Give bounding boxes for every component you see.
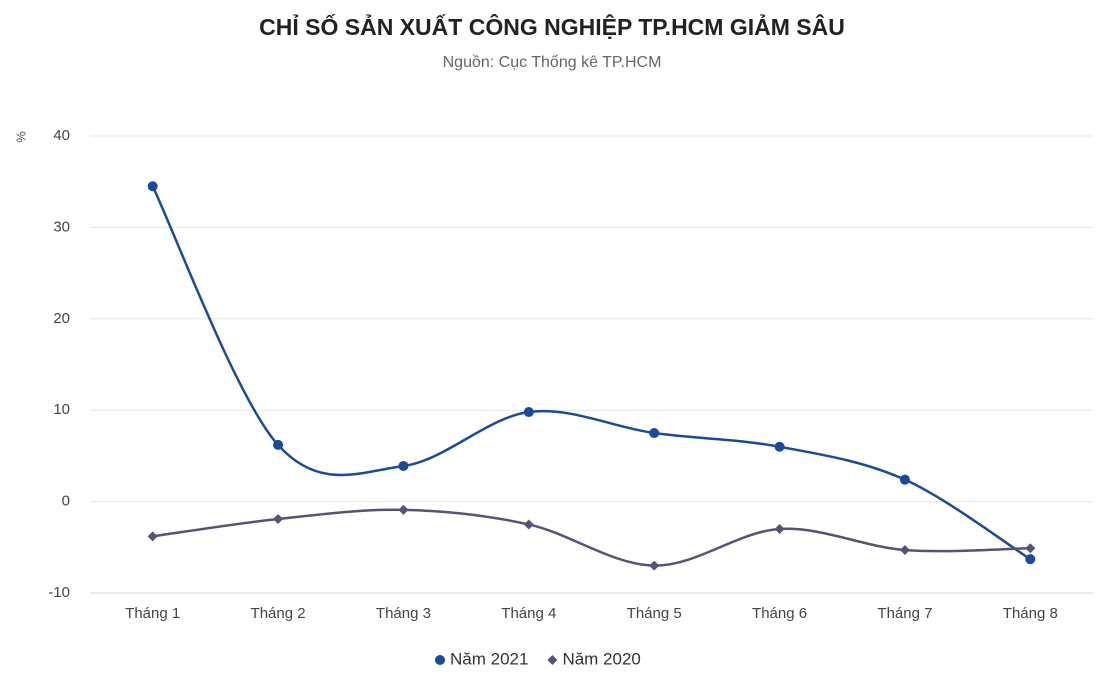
point [1025,554,1036,565]
y-tick-label: 30 [53,218,70,235]
point [649,428,660,439]
x-tick-label: Tháng 8 [1003,605,1058,622]
point [273,439,284,450]
series-line [151,185,1031,561]
y-tick-label: 40 [53,127,70,144]
point [1025,543,1036,554]
point [523,519,534,530]
y-axis-label: % [13,131,28,143]
point [899,474,910,485]
legend-marker [435,655,445,665]
point [774,441,785,452]
legend-marker [547,655,558,665]
point [273,513,284,524]
point [398,460,409,471]
x-tick-label: Tháng 6 [752,605,807,622]
point [523,407,534,418]
chart-title: CHỈ SỐ SẢN XUẤT CÔNG NGHIỆP TP.HCM GIẢM … [259,12,845,40]
legend-label: Năm 2020 [562,649,640,668]
point [774,524,785,535]
x-tick-label: Tháng 2 [251,605,306,622]
y-tick-label: 0 [62,493,70,510]
chart-subtitle: Nguồn: Cục Thống kê TP.HCM [443,54,662,71]
series-line [152,508,1031,567]
x-tick-label: Tháng 4 [501,605,556,622]
y-tick-label: -10 [48,584,70,601]
x-tick-label: Tháng 5 [627,605,682,622]
point [147,181,158,192]
x-tick-label: Tháng 1 [125,605,180,622]
point [147,531,158,542]
point [649,560,660,571]
point [899,545,910,556]
point [398,504,409,515]
x-tick-label: Tháng 7 [877,605,932,622]
x-tick-label: Tháng 3 [376,605,431,622]
legend-label: Năm 2021 [450,649,528,668]
y-tick-label: 10 [53,401,70,418]
y-tick-label: 20 [53,310,70,327]
